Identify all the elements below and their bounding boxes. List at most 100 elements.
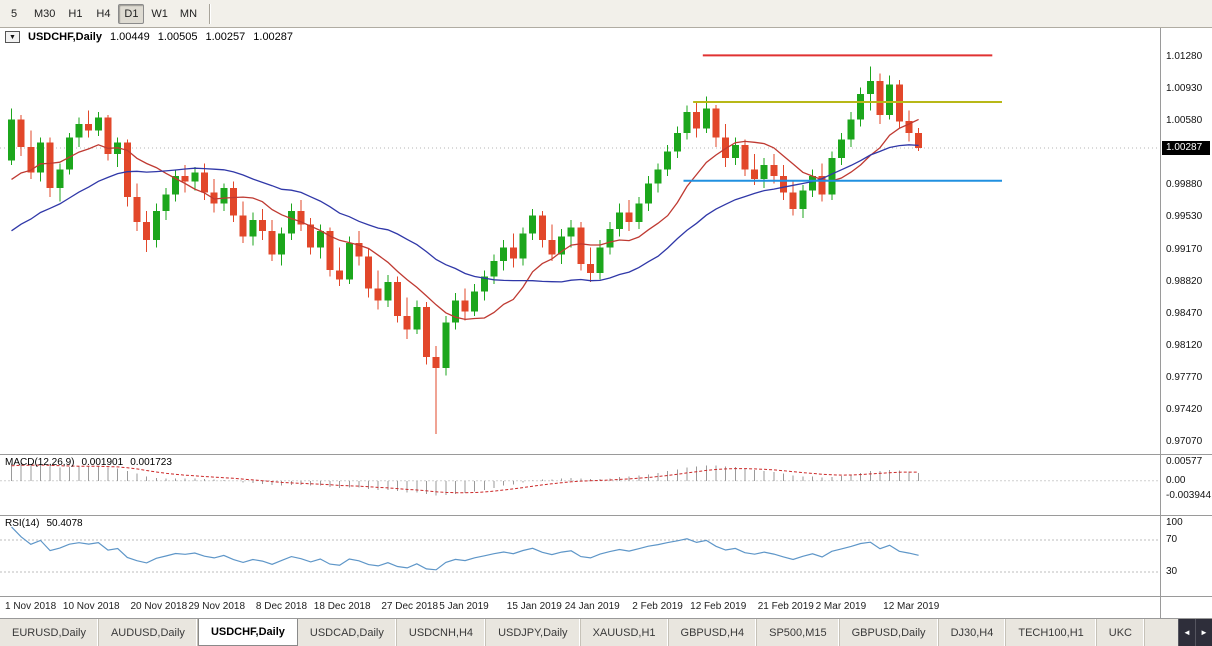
timeframe-button-mn[interactable]: MN [179,7,198,20]
rsi-tick-label: 70 [1166,534,1178,545]
candle [712,104,720,147]
candle [780,165,787,200]
macd-panel: MACD(12,26,9) 0.001901 0.001723 [0,455,1160,515]
panel-separator[interactable] [0,454,1212,455]
symbol-label: USDCHF,Daily [28,31,102,43]
candle [442,316,450,376]
timeframe-button-w1[interactable]: W1 [151,7,168,20]
price-tick-label: 0.99880 [1166,179,1203,191]
date-tick-label: 12 Feb 2019 [690,601,747,612]
price-tick-label: 1.00930 [1166,83,1203,95]
candle [65,133,73,175]
candle [490,254,498,284]
chart-tab-eurusd-daily[interactable]: EURUSD,Daily [0,619,99,646]
date-tick-label: 15 Jan 2019 [506,601,562,612]
macd-chart[interactable] [0,455,1160,515]
candle [635,197,643,230]
candle [230,181,237,222]
price-tick-label: 0.97420 [1166,404,1203,416]
candle [577,221,585,271]
panel-separator[interactable] [0,596,1212,597]
slow-ma-line[interactable] [11,144,919,283]
date-tick-label: 20 Nov 2018 [130,601,188,612]
candle [181,165,189,193]
panel-separator[interactable] [0,515,1212,516]
candle [886,75,894,120]
price-tick-label: 0.98820 [1166,276,1203,288]
candle [210,178,218,213]
macd-tick-label: 0.00577 [1166,456,1203,467]
tabs-scroll-left-button[interactable]: ◄ [1178,619,1195,646]
chart-tab-usdcnh-h4[interactable]: USDCNH,H4 [397,619,487,646]
candle [847,112,855,147]
candle [799,185,807,219]
symbol-dropdown-icon[interactable]: ▼ [5,31,20,43]
candles-group [8,66,923,434]
candle [451,293,459,330]
timeframe-button-m30[interactable]: M30 [34,7,56,20]
chart-tab-sp500-m15[interactable]: SP500,M15 [757,619,840,646]
candle [548,224,556,262]
candle [17,114,25,156]
candle [422,302,430,365]
candle [220,183,228,211]
candle [268,220,276,262]
candle [818,163,826,202]
tabs-scroll-right-button[interactable]: ► [1195,619,1212,646]
ohlc-close: 1.00287 [253,31,294,43]
candle [596,240,604,280]
candle [143,210,151,252]
chart-tab-gbpusd-daily[interactable]: GBPUSD,Daily [840,619,939,646]
candle [866,66,874,111]
chart-tabs: EURUSD,Daily AUDUSD,Daily USDCHF,Daily USDC… [0,619,1212,646]
candle [152,203,160,248]
candle [37,137,44,182]
date-axis[interactable]: 1 Nov 2018 10 Nov 2018 20 Nov 2018 29 Nov 2… [0,597,1160,618]
current-price-box: 1.00287 [1162,141,1210,156]
chart-tab-ukc[interactable]: UKC [1097,619,1146,646]
candle [915,128,923,151]
ohlc-low: 1.00257 [205,31,246,43]
price-tick-label: 0.99170 [1166,244,1203,256]
candle [789,181,797,216]
candlestick-chart[interactable] [0,28,1160,454]
candle [673,126,681,158]
chart-tab-usdcad-daily[interactable]: USDCAD,Daily [298,619,397,646]
rsi-line [11,526,919,571]
macd-tick-label: -0.003944 [1166,489,1212,501]
candle [56,163,64,202]
chart-tab-audusd-daily[interactable]: AUDUSD,Daily [99,619,198,646]
timeframe-button-h1[interactable]: H1 [68,7,83,20]
chart-tab-xauusd-h1[interactable]: XAUUSD,H1 [581,619,669,646]
candle [895,80,903,129]
candle [287,203,295,241]
chart-tab-dj30-h4[interactable]: DJ30,H4 [939,619,1007,646]
timeframe-button-h4[interactable]: H4 [96,7,111,20]
candle [857,87,865,127]
macd-tick-label: 0.00 [1166,474,1186,486]
chart-window: ▼ USDCHF,Daily 1.00449 1.00505 1.00257 1… [0,28,1212,618]
candle [46,137,54,198]
candle [664,145,672,177]
candle [94,112,102,136]
rsi-chart[interactable] [0,516,1160,596]
chart-tab-usdchf-daily[interactable]: USDCHF,Daily [197,619,298,646]
chart-tab-gbpusd-h4[interactable]: GBPUSD,H4 [669,619,758,646]
macd-signal-line [11,464,919,494]
timeframe-button-d1[interactable]: D1 [118,3,145,24]
chart-tab-usdjpy-daily[interactable]: USDJPY,Daily [486,619,581,646]
candle [258,209,266,241]
rsi-tick-label: 100 [1166,517,1183,528]
ohlc-open: 1.00449 [109,31,150,43]
candle [587,247,594,283]
date-tick-label: 10 Nov 2018 [62,601,120,612]
tabs-nav: ◄ ► [1178,619,1212,646]
price-scale[interactable]: 1.01280 1.00930 1.00580 0.99880 0.99530 0.991… [1161,28,1212,618]
candle [509,233,517,268]
date-tick-label: 29 Nov 2018 [188,601,246,612]
timeframe-button-5[interactable]: 5 [10,7,18,20]
chart-tab-tech100-h1[interactable]: TECH100,H1 [1006,619,1097,646]
candle [239,201,247,243]
date-tick-label: 18 Dec 2018 [313,601,371,612]
